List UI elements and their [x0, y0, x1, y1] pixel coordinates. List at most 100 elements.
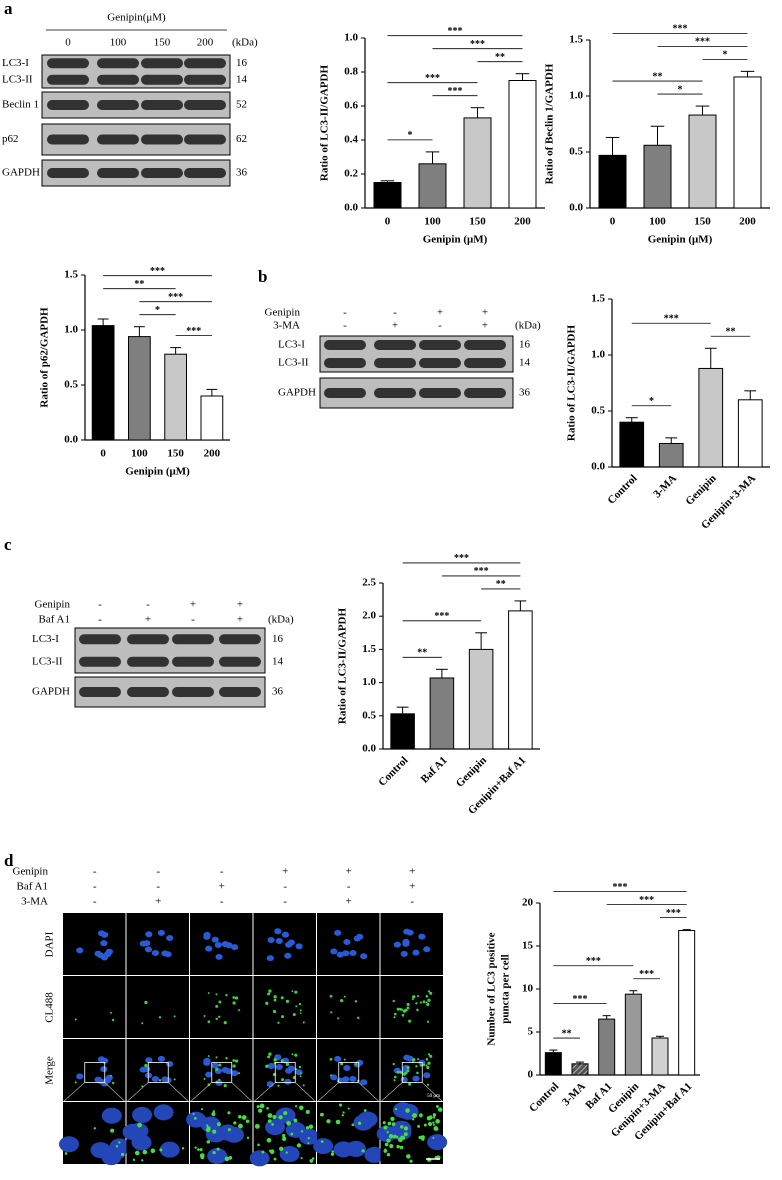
- blot-band: [172, 687, 214, 697]
- blot-band: [47, 74, 89, 85]
- x-tick-label: 0: [385, 216, 391, 228]
- condition-sign: +: [346, 896, 352, 908]
- puncta: [416, 1071, 419, 1075]
- condition-label: Baf A1: [17, 881, 48, 893]
- puncta: [218, 1000, 222, 1004]
- blot-band: [464, 358, 506, 368]
- puncta: [281, 1015, 285, 1019]
- nucleus: [281, 931, 290, 938]
- kda-header: (kDa): [515, 320, 541, 332]
- kda-label: 14: [272, 655, 284, 667]
- condition-label: 3-MA: [21, 896, 48, 908]
- puncta: [256, 1105, 260, 1109]
- kda-label: 52: [236, 99, 247, 111]
- puncta: [395, 1135, 399, 1139]
- nucleus: [249, 1150, 270, 1167]
- micrograph-bg: [63, 1039, 126, 1101]
- significance-label: ***: [448, 86, 463, 97]
- condition-sign: +: [437, 307, 443, 319]
- nucleus: [275, 937, 283, 944]
- puncta: [238, 1009, 241, 1012]
- puncta: [238, 1123, 243, 1129]
- nucleus: [275, 1107, 296, 1124]
- puncta: [392, 1062, 395, 1066]
- nucleus: [299, 1128, 320, 1145]
- puncta: [93, 1127, 96, 1130]
- puncta: [337, 1017, 340, 1020]
- nucleus: [279, 1146, 300, 1163]
- zoom-box: [274, 1062, 296, 1083]
- condition-sign: +: [237, 614, 243, 626]
- micrograph: [186, 1102, 253, 1164]
- puncta: [329, 1057, 333, 1061]
- condition-sign: -: [343, 307, 347, 319]
- puncta: [406, 1065, 410, 1069]
- y-tick-label: 15: [522, 940, 534, 952]
- significance-label: ***: [425, 73, 440, 84]
- nucleus: [334, 929, 342, 936]
- puncta: [225, 1056, 228, 1060]
- puncta: [418, 1113, 423, 1118]
- puncta: [280, 1059, 284, 1063]
- condition-sign: -: [393, 307, 397, 319]
- micrograph: [376, 1102, 448, 1164]
- nucleus: [132, 1106, 153, 1123]
- puncta: [110, 1128, 115, 1133]
- puncta: [417, 1124, 421, 1128]
- kda-label: 14: [236, 73, 248, 85]
- puncta: [396, 1070, 400, 1074]
- blot-band: [141, 134, 183, 145]
- nucleus: [143, 1066, 151, 1073]
- puncta: [111, 1018, 115, 1022]
- puncta: [227, 1111, 231, 1115]
- puncta: [432, 1113, 437, 1117]
- puncta: [412, 1118, 415, 1121]
- micrograph-bg: [380, 1039, 443, 1101]
- error-bar: [549, 1049, 558, 1053]
- blot-band: [79, 687, 121, 697]
- protein-label: LC3-I: [278, 339, 305, 351]
- zoom-connector: [295, 1082, 317, 1103]
- puncta: [406, 1154, 411, 1159]
- significance-label: ***: [448, 26, 463, 37]
- bar: [658, 442, 684, 468]
- puncta: [194, 1146, 197, 1149]
- puncta: [403, 1126, 409, 1131]
- zoom-connector: [358, 1082, 380, 1103]
- condition-sign: +: [219, 881, 225, 893]
- nucleus: [274, 928, 282, 935]
- condition-sign: +: [392, 320, 398, 332]
- puncta: [351, 1123, 355, 1127]
- blot-band: [79, 656, 121, 667]
- x-tick-label: Control: [527, 1080, 561, 1114]
- nucleus: [349, 949, 357, 956]
- puncta: [357, 1016, 360, 1020]
- blot-band: [127, 634, 169, 645]
- kda-label: 36: [272, 686, 284, 698]
- significance-label: ***: [474, 566, 489, 577]
- error-bar: [396, 706, 409, 714]
- zoom-connector: [126, 1082, 149, 1103]
- significance-label: ***: [639, 969, 654, 980]
- nucleus: [334, 1055, 342, 1062]
- puncta: [295, 1068, 298, 1071]
- puncta: [268, 989, 272, 993]
- error-bar: [97, 318, 109, 326]
- zoom-box: [338, 1062, 360, 1083]
- puncta: [294, 1053, 298, 1057]
- puncta: [206, 1126, 211, 1131]
- puncta: [393, 1079, 396, 1082]
- blot-band: [97, 100, 139, 110]
- puncta: [267, 992, 271, 996]
- micrograph: [253, 913, 316, 975]
- condition-sign: +: [482, 307, 488, 319]
- puncta: [295, 1105, 298, 1108]
- nucleus: [336, 951, 344, 958]
- micrograph: [190, 1039, 253, 1101]
- puncta: [277, 1084, 280, 1087]
- protein-label: LC3-II: [32, 655, 63, 667]
- significance-label: **: [417, 648, 427, 659]
- blot-band: [419, 340, 461, 350]
- puncta: [232, 1064, 236, 1068]
- error-bar: [704, 347, 717, 369]
